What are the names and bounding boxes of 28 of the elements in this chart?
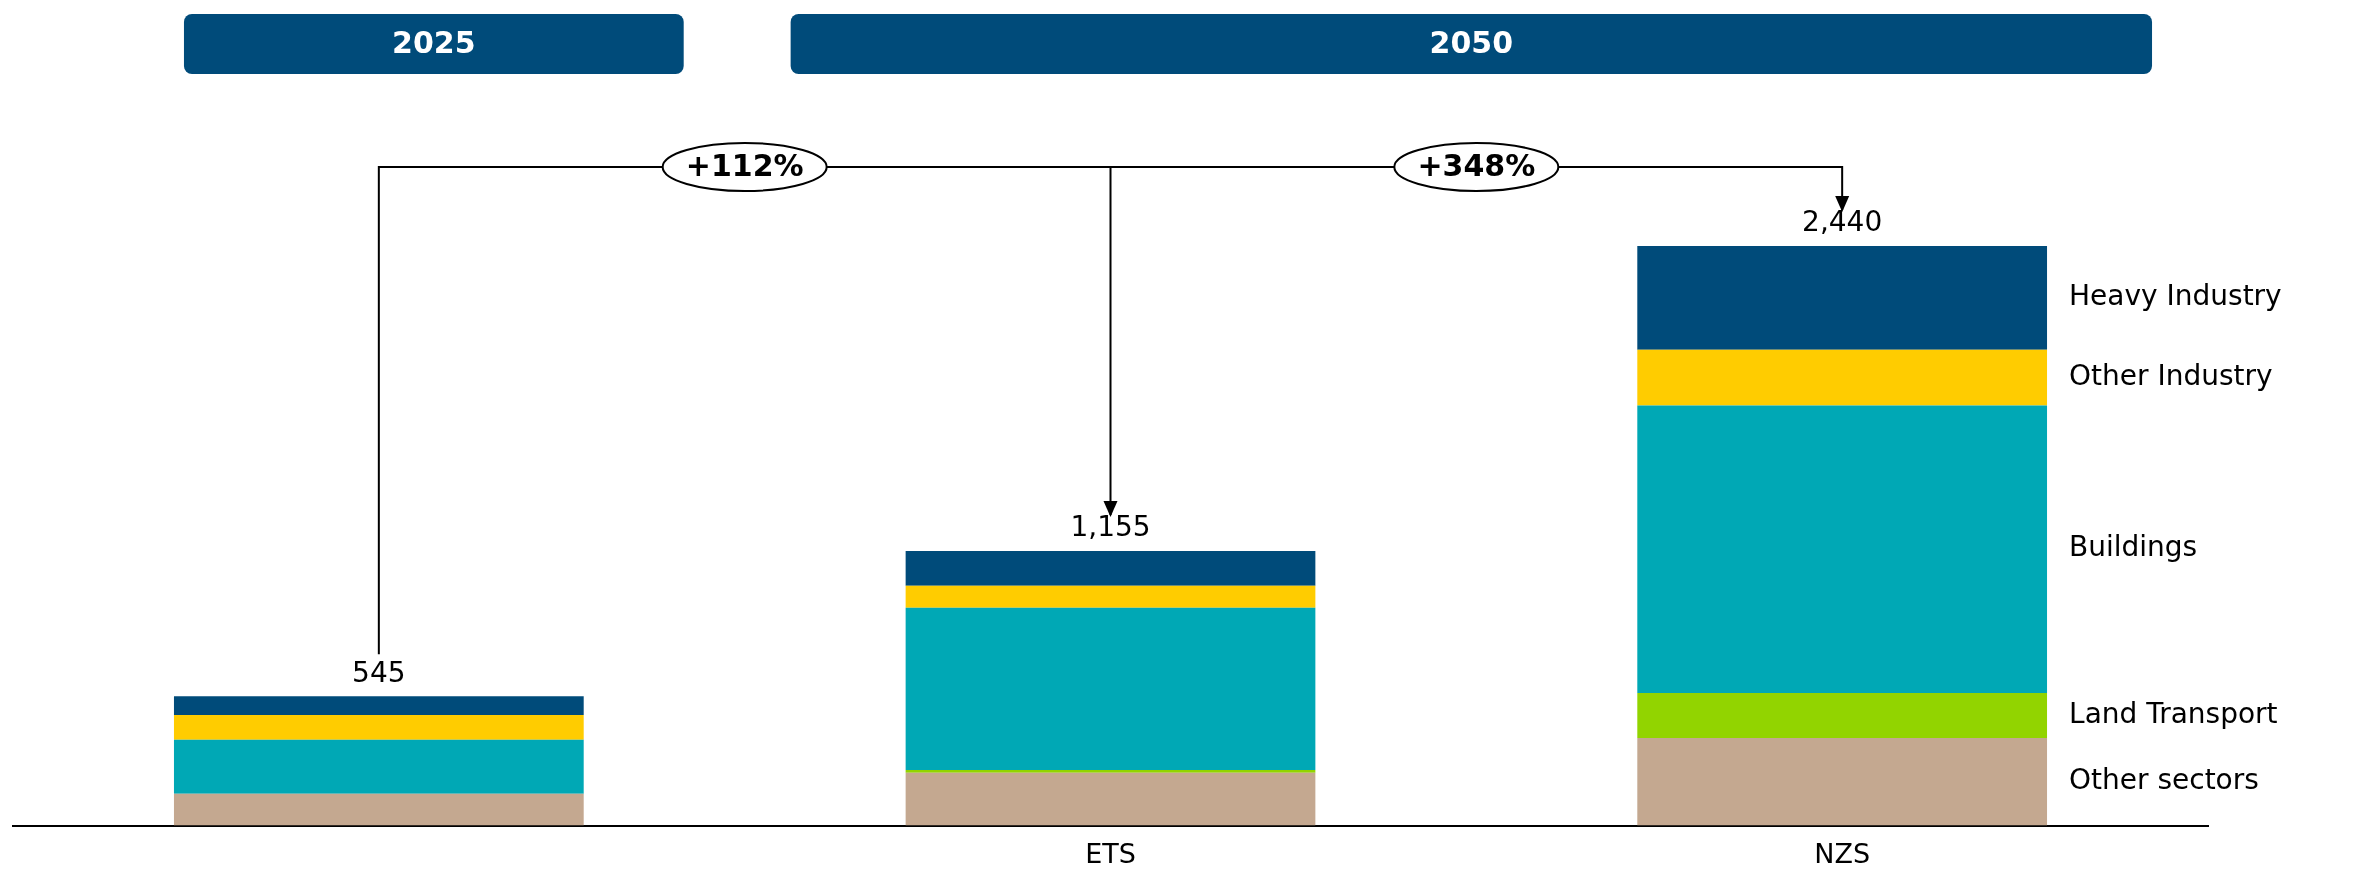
bar (1637, 738, 2048, 826)
bar (1637, 246, 2048, 350)
bar (905, 772, 1316, 826)
series-label: Land Transport (2069, 696, 2278, 730)
bar (1637, 405, 2048, 693)
series-label: Buildings (2069, 530, 2198, 564)
bar (1637, 692, 2048, 739)
bar (173, 793, 584, 826)
text: +348% (1417, 147, 1536, 183)
x-tick-label: ETS (1085, 837, 1136, 869)
text: +112% (685, 147, 804, 183)
series-label: Other Industry (2069, 358, 2273, 392)
bar (905, 607, 1316, 770)
series-label: Heavy Industry (2069, 279, 2282, 313)
bar (1637, 349, 2048, 406)
bar (905, 550, 1316, 586)
series-label: Other sectors (2069, 763, 2259, 797)
annotation: 545 (352, 655, 406, 689)
text: 2050 (1429, 24, 1514, 60)
text: 2025 (392, 24, 476, 60)
bar (905, 585, 1316, 608)
bar (173, 696, 584, 715)
x-tick-label: NZS (1814, 837, 1871, 869)
bar (173, 714, 584, 740)
annotation: 1,155 (1070, 510, 1151, 544)
bar (173, 739, 584, 794)
bar (905, 769, 1316, 773)
text: 2,440 (1802, 205, 1883, 239)
